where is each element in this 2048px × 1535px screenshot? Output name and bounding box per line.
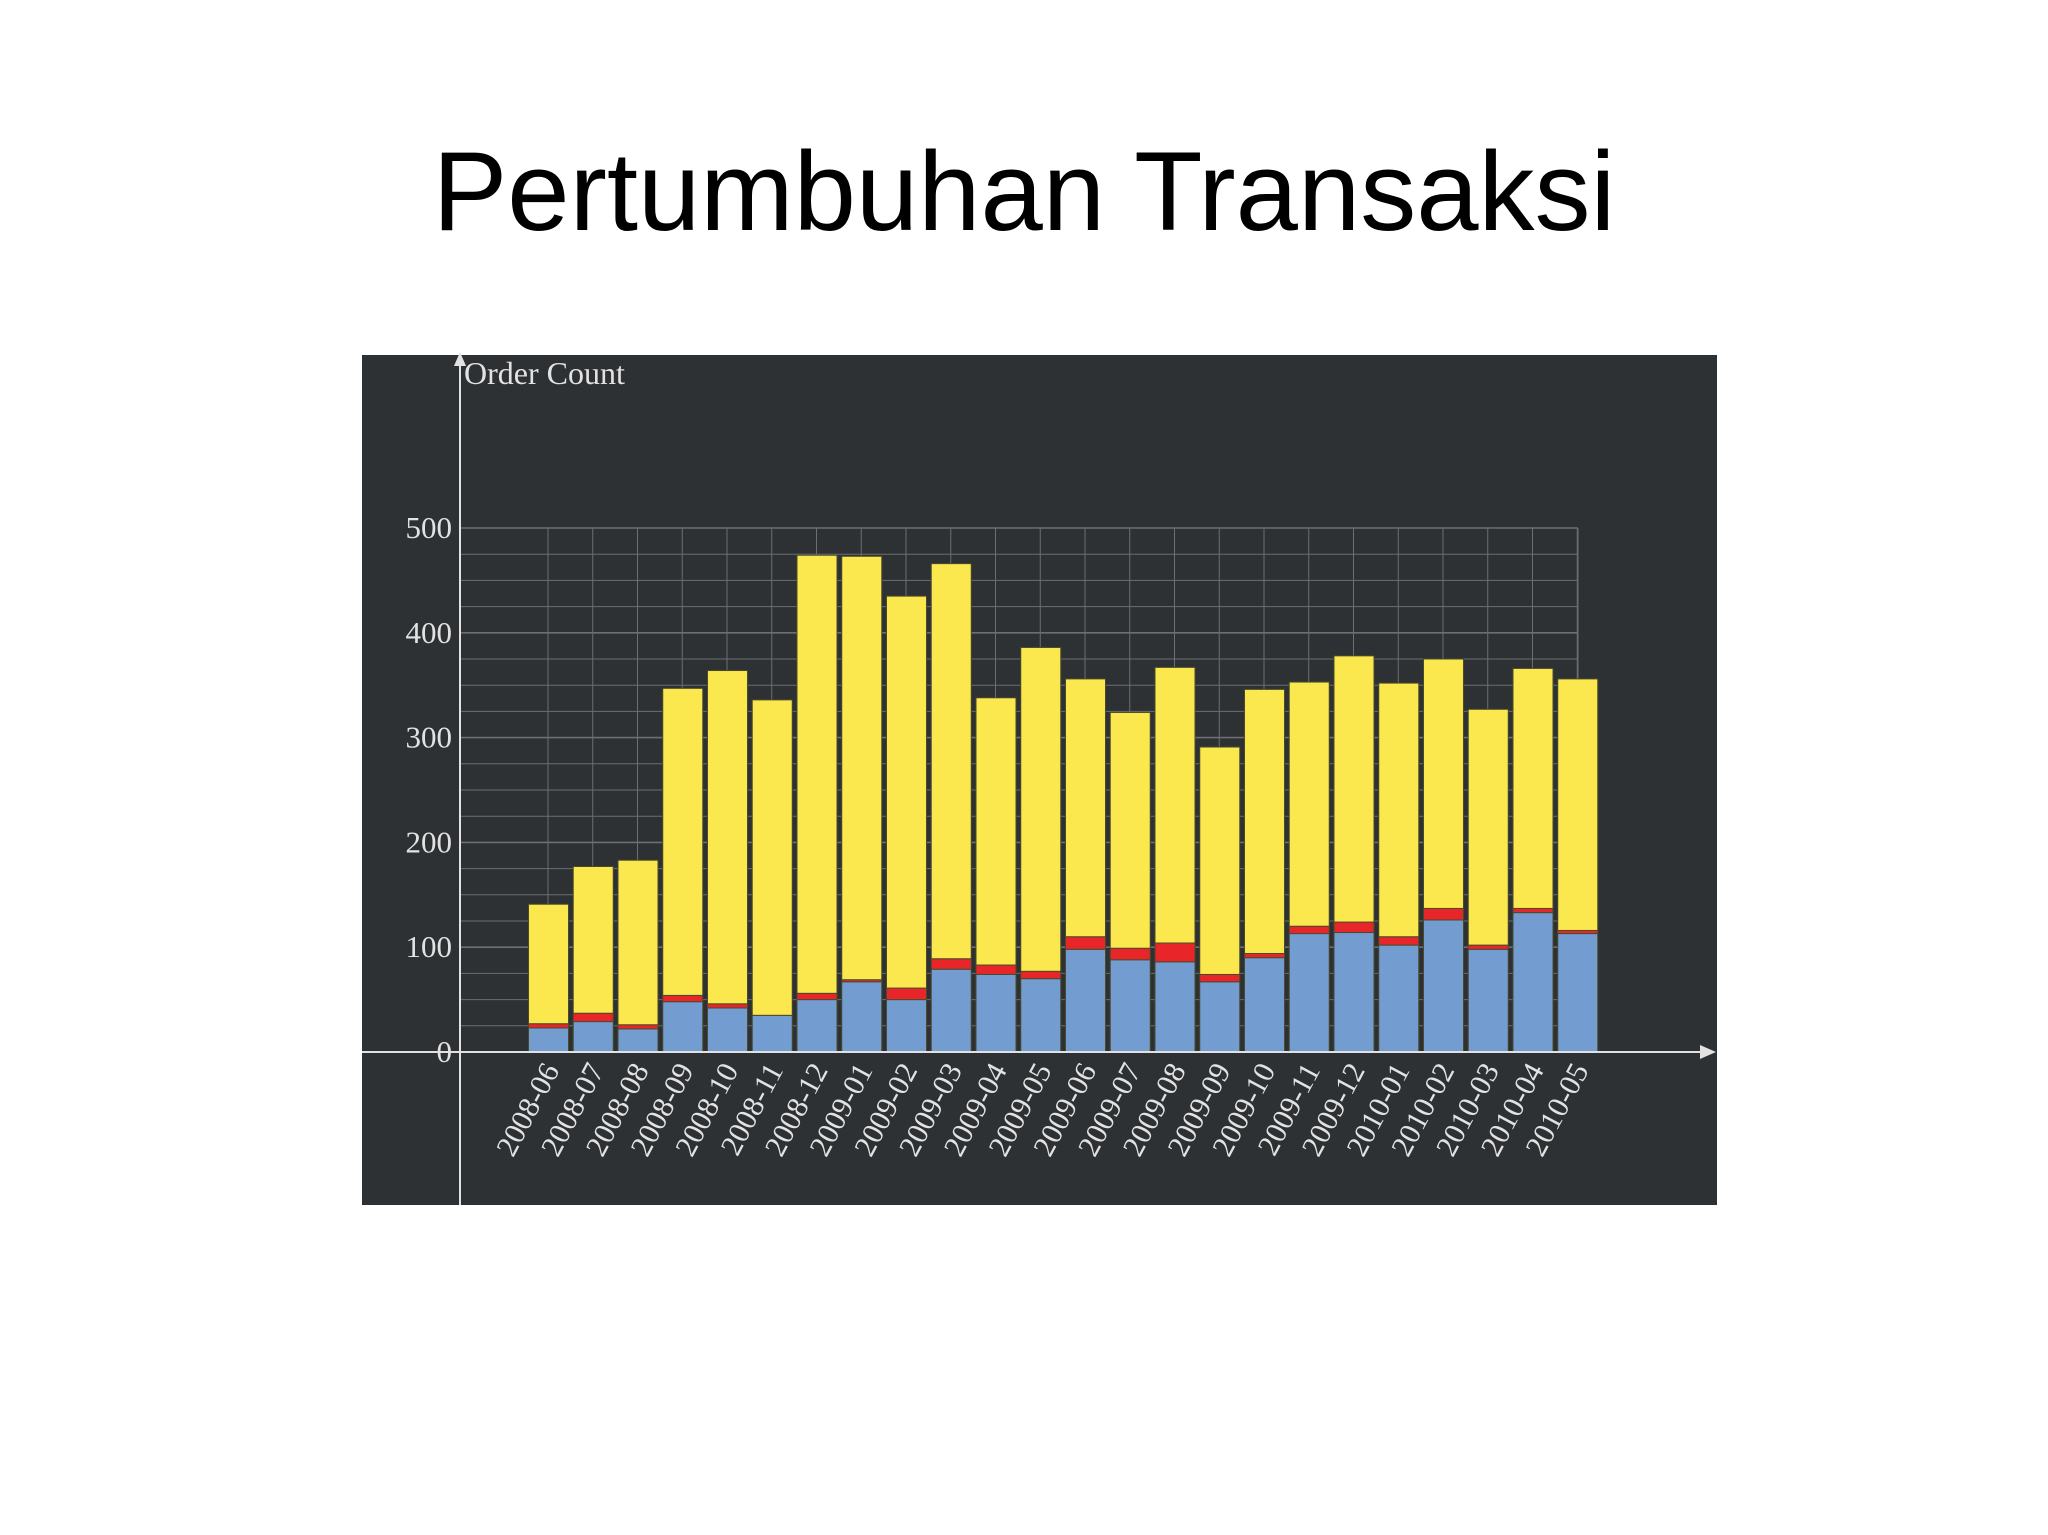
bar-segment-yellow: [886, 595, 927, 989]
bar-segment-yellow: [572, 866, 614, 1014]
y-tick-label: 500: [406, 510, 453, 545]
bar-segment-blue: [662, 1001, 704, 1053]
bars-group: [528, 554, 1599, 1053]
y-tick-labels: 0 100 200 300 400 500: [406, 510, 453, 1069]
bar-segment-blue: [1423, 919, 1464, 1053]
slide-title: Pertumbuhan Transaksi: [432, 129, 1616, 254]
bar-segment-blue: [1244, 957, 1285, 1053]
bar-segment-yellow: [975, 697, 1017, 966]
bar-segment-blue: [1065, 948, 1106, 1053]
bar-segment-blue: [975, 973, 1017, 1053]
bar-segment-red: [886, 987, 927, 1001]
bar-segment-yellow: [662, 687, 704, 996]
bar-segment-yellow: [1109, 711, 1151, 949]
bar-segment-red: [528, 1023, 569, 1029]
bar-segment-blue: [528, 1027, 569, 1053]
bar-segment-red: [1065, 936, 1106, 950]
bar-segment-red: [1154, 942, 1196, 963]
bar-segment-red: [1020, 970, 1062, 980]
y-tick-label: 400: [406, 615, 453, 650]
bar-segment-blue: [841, 981, 883, 1053]
bar-segment-blue: [1378, 944, 1420, 1053]
y-tick-label: 300: [406, 720, 453, 755]
bar-segment-yellow: [1467, 708, 1509, 946]
bar-segment-blue: [1154, 961, 1196, 1053]
bar-segment-blue: [617, 1028, 659, 1053]
bar-segment-yellow: [1288, 681, 1330, 927]
bar-segment-red: [1288, 925, 1330, 935]
bar-segment-red: [796, 992, 838, 1001]
bar-segment-red: [662, 994, 704, 1003]
bar-segment-yellow: [1512, 667, 1554, 909]
y-tick-label: 100: [406, 929, 453, 964]
bar-segment-yellow: [1378, 682, 1420, 938]
bar-segment-yellow: [1020, 646, 1062, 972]
bar-segment-red: [572, 1012, 614, 1023]
bar-segment-blue: [707, 1007, 748, 1053]
y-axis-label: Order Count: [464, 355, 625, 391]
bar-segment-red: [1467, 944, 1509, 950]
bar-segment-red: [1512, 907, 1554, 914]
bar-segment-blue: [1512, 912, 1554, 1053]
bar-segment-blue: [886, 999, 927, 1053]
bar-segment-yellow: [1333, 655, 1375, 923]
axes-group: Order Count: [362, 352, 1716, 1205]
bar-segment-blue: [1288, 933, 1330, 1053]
y-tick-label: 200: [406, 824, 453, 859]
bar-segment-blue: [1020, 978, 1062, 1053]
bar-segment-red: [975, 964, 1017, 975]
bar-segment-yellow: [1244, 688, 1285, 954]
x-axis-arrow: [1700, 1045, 1716, 1059]
bar-segment-red: [1109, 947, 1151, 961]
bar-segment-blue: [1109, 959, 1151, 1053]
bar-segment-yellow: [707, 670, 748, 1005]
bar-segment-blue: [1467, 948, 1509, 1053]
bar-segment-blue: [1199, 981, 1241, 1053]
bar-segment-red: [707, 1003, 748, 1009]
bar-segment-blue: [796, 999, 838, 1053]
bar-segment-yellow: [1154, 666, 1196, 944]
bar-segment-red: [617, 1024, 659, 1030]
bar-segment-blue: [1333, 932, 1375, 1053]
bar-segment-blue: [930, 968, 972, 1053]
bar-segment-red: [930, 958, 972, 970]
bar-segment-yellow: [1557, 678, 1599, 931]
bar-segment-yellow: [751, 699, 793, 1016]
bar-segment-yellow: [617, 859, 659, 1026]
bar-segment-blue: [1557, 933, 1599, 1053]
bar-segment-yellow: [528, 903, 569, 1025]
bar-segment-yellow: [930, 563, 972, 960]
bar-segment-red: [1244, 952, 1285, 959]
bar-segment-red: [1423, 907, 1464, 921]
y-tick-label: 0: [437, 1034, 453, 1069]
y-axis-arrow: [454, 352, 466, 366]
bar-segment-blue: [572, 1021, 614, 1053]
bar-segment-yellow: [1423, 658, 1464, 909]
bar-segment-blue: [751, 1014, 793, 1053]
bar-segment-red: [1378, 936, 1420, 946]
bar-segment-red: [1199, 973, 1241, 983]
bar-segment-yellow: [1199, 746, 1241, 975]
bar-segment-yellow: [1065, 678, 1106, 938]
bar-segment-yellow: [796, 554, 838, 994]
bar-segment-yellow: [841, 555, 883, 981]
bar-segment-red: [1333, 921, 1375, 934]
